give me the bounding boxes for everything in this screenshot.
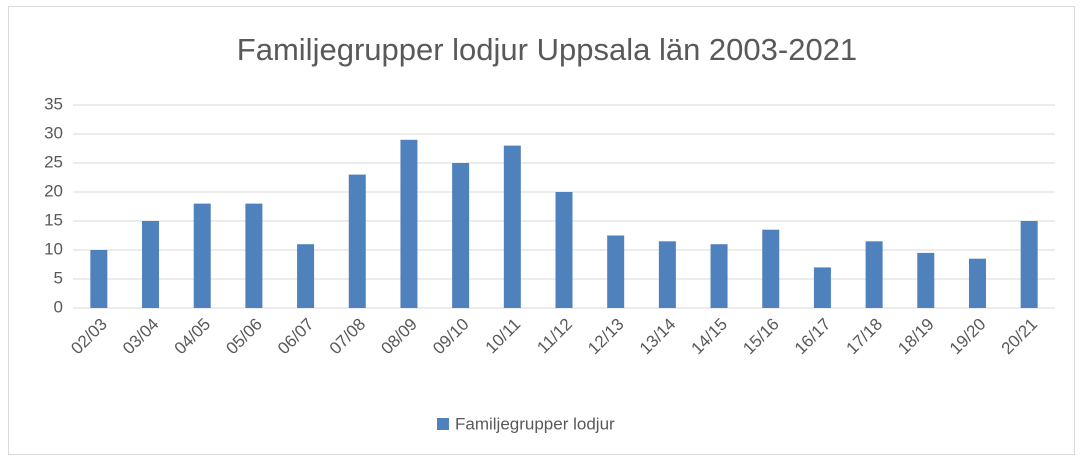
y-tick-label: 35	[44, 94, 63, 113]
chart-border	[8, 6, 1075, 455]
bar	[400, 139, 418, 308]
bar	[710, 244, 728, 308]
bar	[968, 258, 986, 308]
bar	[555, 192, 573, 308]
bar	[1020, 221, 1038, 308]
bar	[658, 241, 676, 308]
chart-title: Familjegrupper lodjur Uppsala län 2003-2…	[237, 32, 857, 67]
bar	[503, 145, 521, 308]
bar	[762, 229, 780, 308]
bar	[813, 267, 831, 308]
bar	[90, 250, 108, 308]
bar	[865, 241, 883, 308]
bar	[452, 163, 470, 308]
legend-label: Familjegrupper lodjur	[455, 414, 615, 433]
bar	[245, 203, 263, 308]
y-tick-label: 0	[54, 297, 63, 316]
y-tick-label: 5	[54, 268, 63, 287]
legend-swatch	[437, 418, 449, 430]
y-tick-label: 10	[44, 239, 63, 258]
y-tick-label: 25	[44, 152, 63, 171]
y-tick-label: 15	[44, 210, 63, 229]
bar	[917, 252, 935, 308]
bar	[607, 235, 625, 308]
bar	[297, 244, 315, 308]
y-tick-label: 30	[44, 123, 63, 142]
bar	[348, 174, 366, 308]
y-tick-label: 20	[44, 181, 63, 200]
bar	[142, 221, 160, 308]
bar	[193, 203, 211, 308]
